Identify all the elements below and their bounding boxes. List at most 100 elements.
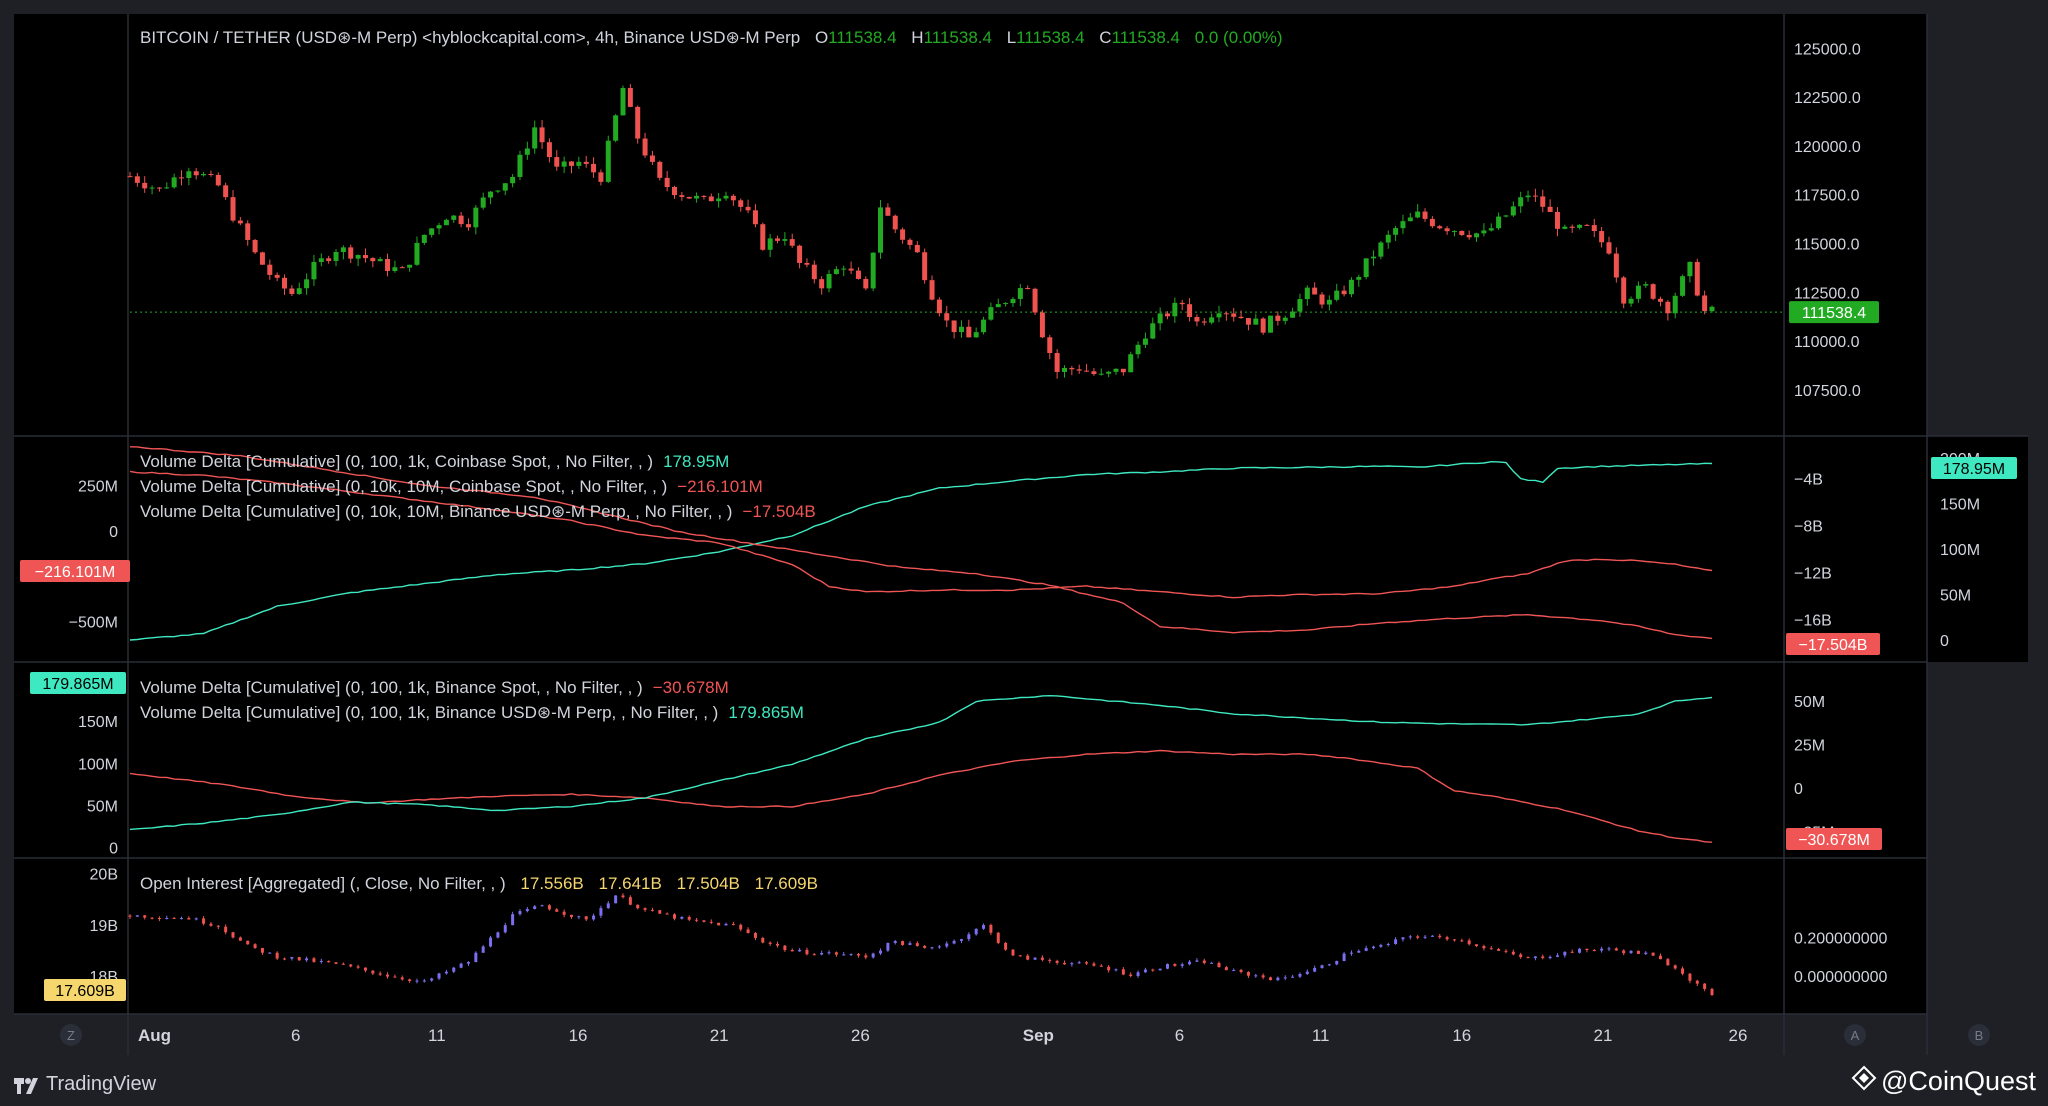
price-candle-44	[451, 214, 457, 223]
price-candle-135	[1120, 368, 1126, 376]
price-candle-104	[892, 214, 898, 234]
oi-candle-156	[1276, 976, 1280, 982]
oi-candle-142	[1173, 963, 1177, 967]
price-candle-29	[340, 245, 346, 260]
oi-candle-190	[1526, 956, 1530, 959]
price-candle-131	[1091, 368, 1097, 376]
oi-candle-194	[1555, 953, 1559, 958]
price-candles	[127, 84, 1715, 379]
oi-candle-73	[665, 912, 669, 915]
price-candle-63	[591, 157, 597, 178]
oi-candle-56	[540, 904, 544, 907]
oi-last-badge: 17.609B	[44, 979, 126, 1001]
footer-bar: TradingView @CoinQuest	[0, 1055, 2048, 1106]
time-tick-1: 6	[291, 1026, 300, 1045]
price-candle-41	[429, 227, 435, 238]
corner-a-button[interactable]	[1844, 1024, 1866, 1046]
price-candle-64	[598, 169, 604, 186]
price-candle-143	[1179, 299, 1185, 311]
oi-candle-196	[1570, 949, 1574, 954]
oi-candle-51	[503, 922, 507, 934]
plot-area[interactable]	[128, 14, 1784, 1014]
oi-candle-53	[518, 909, 522, 916]
price-axis-tick-6: 110000.0	[1794, 334, 1860, 351]
oi-candle-123	[1033, 957, 1037, 961]
oi-candle-99	[856, 953, 860, 958]
pane2-left-axis-tick-1: 0	[109, 524, 118, 541]
oi-candle-48	[481, 945, 485, 953]
price-candle-111	[944, 305, 950, 328]
oi-candle-2	[143, 914, 147, 920]
volume-delta-pane-2-legend[interactable]: Volume Delta [Cumulative] (0, 100, 1k, C…	[140, 452, 816, 521]
badge-binance-perp-10k: −17.504B	[1799, 637, 1868, 654]
chart-canvas[interactable]: 125000.0 122500.0 120000.0 117500.0 115000.0…	[0, 0, 2048, 1055]
price-candle-120	[1010, 297, 1016, 307]
oi-candle-45	[459, 962, 463, 969]
ohlc-high-value: 111538.4	[924, 28, 992, 47]
price-candle-173	[1400, 214, 1406, 234]
oi-candle-100	[864, 953, 868, 960]
open-interest-legend[interactable]: Open Interest [Aggregated] (, Close, No …	[140, 874, 818, 893]
oi-candle-144	[1188, 959, 1192, 966]
oi-candle-127	[1062, 960, 1066, 965]
oi-open: 17.556B	[520, 874, 583, 893]
price-candle-10	[201, 171, 207, 177]
price-candle-97	[841, 265, 847, 277]
price-candle-78	[701, 195, 707, 200]
diamond-icon	[1851, 1065, 1877, 1098]
pane2-a-axis-tick-3: −16B	[1794, 613, 1832, 630]
oi-candle-93	[812, 952, 816, 956]
price-candle-74	[672, 185, 678, 199]
volume-delta-pane-3-legend[interactable]: Volume Delta [Cumulative] (0, 100, 1k, B…	[140, 678, 804, 722]
price-candle-65	[605, 135, 611, 184]
oi-candle-64	[599, 905, 603, 918]
price-candle-185	[1488, 223, 1494, 232]
price-candle-79	[708, 193, 714, 202]
oi-candle-66	[614, 895, 618, 904]
svg-text:A: A	[1851, 1028, 1860, 1043]
oi-candle-38	[408, 978, 412, 983]
oi-candle-195	[1563, 951, 1567, 958]
oi-candle-83	[739, 923, 743, 932]
corner-b-button[interactable]	[1968, 1024, 1990, 1046]
price-pane-legend[interactable]: BITCOIN / TETHER (USD⊛-M Perp) <hyblockc…	[140, 28, 1283, 47]
price-axis-tick-4: 115000.0	[1794, 237, 1860, 254]
oi-candle-157	[1283, 975, 1287, 981]
oi-candle-121	[1018, 955, 1022, 957]
price-candle-60	[568, 160, 574, 174]
price-candle-182	[1466, 230, 1472, 240]
oi-candle-146	[1202, 958, 1206, 965]
oi-candle-145	[1195, 958, 1199, 963]
oi-candle-140	[1158, 968, 1162, 971]
tradingview-logo[interactable]: TradingView	[14, 1073, 156, 1096]
oi-candle-164	[1335, 960, 1339, 966]
oi-candle-67	[621, 893, 625, 899]
oi-candle-138	[1143, 967, 1147, 973]
time-tick-5: 26	[851, 1026, 870, 1045]
legend-binance-perp-1k: Volume Delta [Cumulative] (0, 100, 1k, B…	[140, 703, 804, 722]
open-interest-candles	[128, 893, 1714, 996]
price-candle-213	[1694, 258, 1700, 297]
oi-candle-35	[386, 972, 390, 979]
svg-text:Z: Z	[67, 1028, 75, 1043]
oi-candle-90	[790, 948, 794, 952]
time-axis[interactable]: Aug 6 11 16 21 26 Sep 6 11 16 21 26	[138, 1026, 1747, 1045]
price-candle-85	[752, 204, 758, 228]
left-price-scale[interactable]	[14, 14, 128, 1014]
oi-candle-174	[1408, 935, 1412, 940]
price-candle-1	[134, 172, 140, 187]
right-price-scale-a[interactable]	[1784, 14, 1927, 1014]
oi-candle-103	[886, 942, 890, 952]
price-candle-152	[1245, 317, 1251, 331]
oi-candle-185	[1489, 945, 1493, 950]
oi-candle-7	[180, 916, 184, 920]
oi-candle-6	[172, 916, 176, 919]
price-candle-149	[1223, 311, 1229, 321]
price-candle-151	[1238, 310, 1244, 319]
oi-candle-175	[1416, 934, 1420, 940]
price-candle-90	[789, 233, 795, 248]
pane3-a-axis-tick-2: 0	[1794, 781, 1803, 798]
price-candle-154	[1260, 317, 1266, 335]
corner-z-button[interactable]	[60, 1024, 82, 1046]
